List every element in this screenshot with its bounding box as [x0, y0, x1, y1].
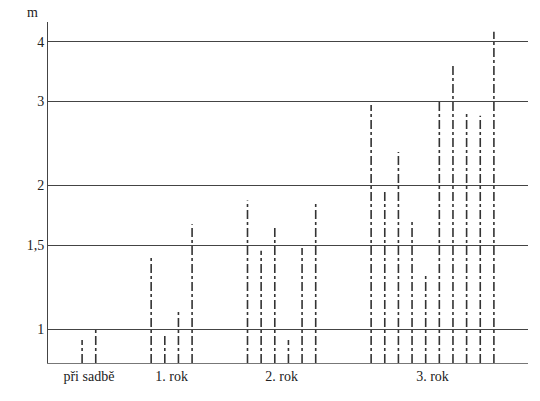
svg-text:1,5: 1,5: [27, 238, 45, 253]
svg-text:1. rok: 1. rok: [155, 369, 188, 384]
svg-text:m: m: [27, 5, 38, 20]
svg-text:3: 3: [37, 94, 44, 109]
svg-text:3. rok: 3. rok: [416, 369, 449, 384]
svg-text:2: 2: [37, 178, 44, 193]
svg-text:při sadbě: při sadbě: [63, 369, 114, 384]
svg-text:4: 4: [37, 35, 44, 50]
svg-text:2. rok: 2. rok: [265, 369, 298, 384]
svg-text:1: 1: [37, 322, 44, 337]
